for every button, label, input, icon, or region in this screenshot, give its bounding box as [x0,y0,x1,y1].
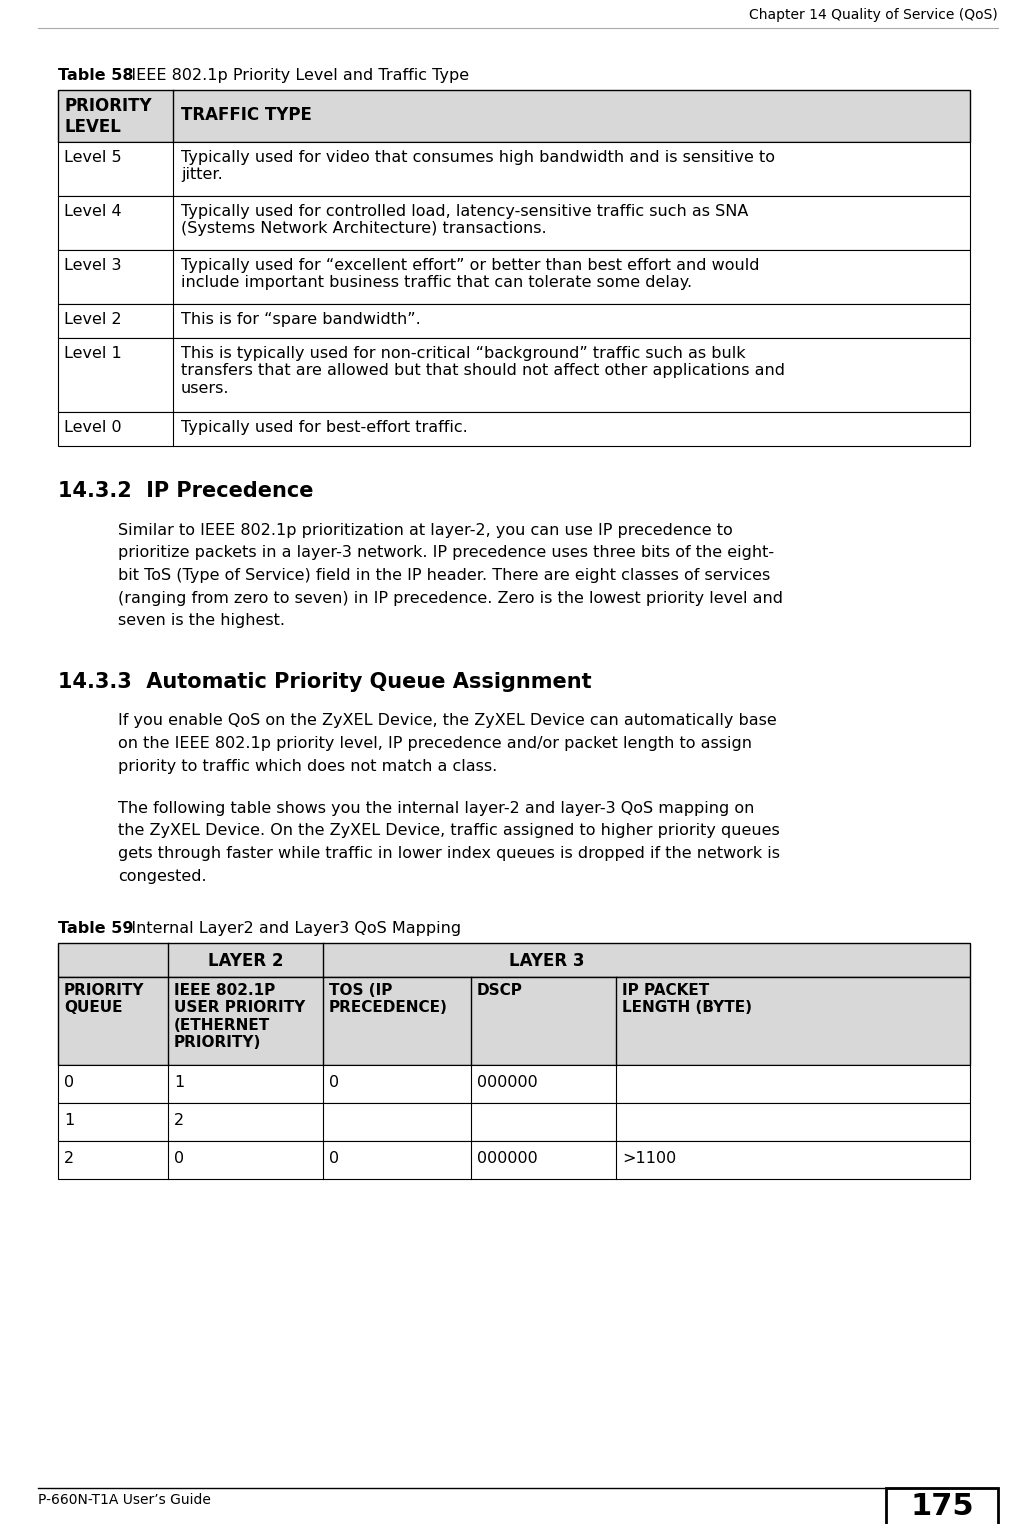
Text: Level 3: Level 3 [64,258,121,273]
Text: (ranging from zero to seven) in IP precedence. Zero is the lowest priority level: (ranging from zero to seven) in IP prece… [118,590,783,605]
Bar [58,197,970,250]
Text: Typically used for controlled load, latency-sensitive traffic such as SNA
(Syste: Typically used for controlled load, late… [181,204,748,236]
Text: gets through faster while traffic in lower index queues is dropped if the networ: gets through faster while traffic in low… [118,846,780,861]
Text: Chapter 14 Quality of Service (QoS): Chapter 14 Quality of Service (QoS) [749,8,998,21]
Text: Level 5: Level 5 [64,149,121,165]
Text: IEEE 802.1P
USER PRIORITY
(ETHERNET
PRIORITY): IEEE 802.1P USER PRIORITY (ETHERNET PRIO… [174,983,305,1050]
Text: PRIORITY
QUEUE: PRIORITY QUEUE [64,983,145,1015]
Bar [58,338,970,411]
Text: DSCP: DSCP [477,983,523,998]
Text: 14.3.2  IP Precedence: 14.3.2 IP Precedence [58,482,314,501]
Text: IP PACKET
LENGTH (BYTE): IP PACKET LENGTH (BYTE) [622,983,752,1015]
Text: 2: 2 [64,1151,74,1166]
Text: Internal Layer2 and Layer3 QoS Mapping: Internal Layer2 and Layer3 QoS Mapping [116,920,462,936]
Text: priority to traffic which does not match a class.: priority to traffic which does not match… [118,759,498,774]
Text: P-660N-T1A User’s Guide: P-660N-T1A User’s Guide [38,1494,211,1507]
Text: Typically used for “excellent effort” or better than best effort and would
inclu: Typically used for “excellent effort” or… [181,258,760,291]
Text: TOS (IP
PRECEDENCE): TOS (IP PRECEDENCE) [329,983,448,1015]
Text: 175: 175 [910,1492,974,1521]
Text: 000000: 000000 [477,1151,538,1166]
Text: Level 0: Level 0 [64,421,121,434]
Text: 0: 0 [329,1074,339,1090]
Text: 1: 1 [64,1113,74,1128]
Text: 0: 0 [64,1074,74,1090]
Text: Typically used for video that consumes high bandwidth and is sensitive to
jitter: Typically used for video that consumes h… [181,149,775,183]
Text: If you enable QoS on the ZyXEL Device, the ZyXEL Device can automatically base: If you enable QoS on the ZyXEL Device, t… [118,713,777,728]
Bar [58,411,970,447]
Text: TRAFFIC TYPE: TRAFFIC TYPE [181,107,311,123]
Text: Level 1: Level 1 [64,346,121,361]
Text: Similar to IEEE 802.1p prioritization at layer-2, you can use IP precedence to: Similar to IEEE 802.1p prioritization at… [118,523,733,538]
Bar [58,977,970,1065]
Text: 14.3.3  Automatic Priority Queue Assignment: 14.3.3 Automatic Priority Queue Assignme… [58,672,592,692]
Text: PRIORITY
LEVEL: PRIORITY LEVEL [64,98,151,136]
Text: congested.: congested. [118,869,207,884]
Text: bit ToS (Type of Service) field in the IP header. There are eight classes of ser: bit ToS (Type of Service) field in the I… [118,568,770,584]
Text: 0: 0 [174,1151,184,1166]
Text: This is typically used for non-critical “background” traffic such as bulk
transf: This is typically used for non-critical … [181,346,785,396]
Bar [58,1065,970,1103]
Bar [58,250,970,303]
Text: LAYER 2: LAYER 2 [208,952,284,969]
Text: Level 2: Level 2 [64,312,121,328]
Bar [886,1487,998,1524]
Text: on the IEEE 802.1p priority level, IP precedence and/or packet length to assign: on the IEEE 802.1p priority level, IP pr… [118,736,752,751]
Text: Table 59: Table 59 [58,920,134,936]
Text: IEEE 802.1p Priority Level and Traffic Type: IEEE 802.1p Priority Level and Traffic T… [116,69,469,82]
Text: 000000: 000000 [477,1074,538,1090]
Text: 2: 2 [174,1113,184,1128]
Bar [58,943,970,977]
Bar [58,1141,970,1180]
Text: 1: 1 [174,1074,184,1090]
Text: LAYER 3: LAYER 3 [509,952,584,969]
Text: the ZyXEL Device. On the ZyXEL Device, traffic assigned to higher priority queue: the ZyXEL Device. On the ZyXEL Device, t… [118,823,780,838]
Bar [58,1103,970,1141]
Bar [58,90,970,142]
Text: This is for “spare bandwidth”.: This is for “spare bandwidth”. [181,312,420,328]
Text: 0: 0 [329,1151,339,1166]
Text: Typically used for best-effort traffic.: Typically used for best-effort traffic. [181,421,468,434]
Bar [58,303,970,338]
Text: prioritize packets in a layer-3 network. IP precedence uses three bits of the ei: prioritize packets in a layer-3 network.… [118,546,774,561]
Text: The following table shows you the internal layer-2 and layer-3 QoS mapping on: The following table shows you the intern… [118,802,755,815]
Text: Table 58: Table 58 [58,69,134,82]
Text: seven is the highest.: seven is the highest. [118,613,285,628]
Text: Level 4: Level 4 [64,204,121,219]
Bar [58,142,970,197]
Text: >1100: >1100 [622,1151,676,1166]
